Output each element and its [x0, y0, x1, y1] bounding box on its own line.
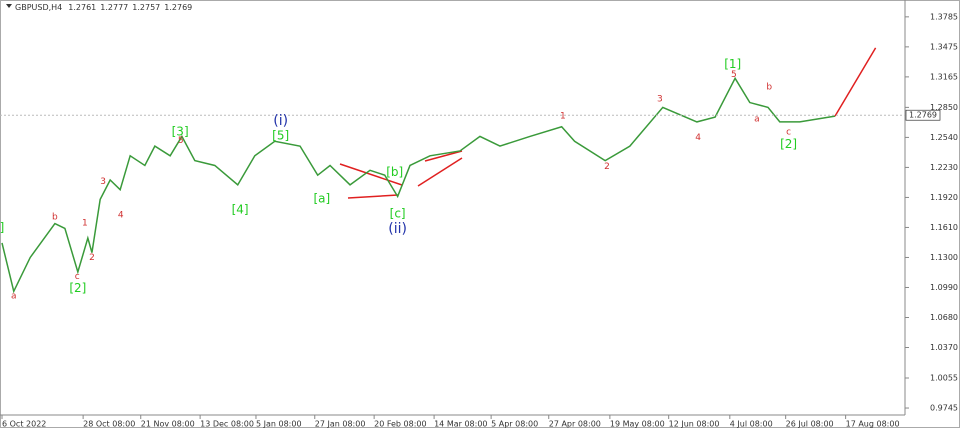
x-tick-label: 20 Feb 08:00: [374, 420, 426, 428]
wave-label: c: [786, 127, 791, 137]
open: 1.2761: [68, 3, 96, 12]
wave-label: 2: [89, 253, 95, 263]
x-tick-label: 13 Dec 08:00: [200, 420, 254, 428]
x-tick-label: 26 Jul 08:00: [786, 420, 834, 428]
x-tick-label: 21 Nov 08:00: [141, 420, 195, 428]
wave-label: 4: [118, 210, 124, 220]
wave-label: 3: [100, 177, 106, 187]
y-tick-label: 1.1300: [930, 253, 958, 262]
x-tick-label: 19 May 08:00: [610, 420, 665, 428]
wave-label: 3: [657, 95, 663, 105]
x-tick-label: 4 Jul 08:00: [730, 420, 773, 428]
trend-line: [347, 194, 399, 199]
y-tick-label: 1.3165: [930, 72, 958, 81]
wave-label: 2: [604, 162, 610, 172]
x-tick-label: 6 Oct 2022: [2, 420, 46, 428]
y-tick-label: 1.2850: [930, 103, 958, 112]
y-tick-label: 1.3785: [930, 12, 958, 21]
y-tick-label: 1.2230: [930, 163, 958, 172]
x-tick-label: 5 Jan 08:00: [256, 420, 302, 428]
trend-lines: [339, 150, 463, 199]
trend-line: [417, 157, 463, 187]
wave-label: [2]: [780, 137, 797, 151]
trend-line: [424, 150, 463, 162]
high: 1.2777: [100, 3, 128, 12]
wave-label: 5: [178, 136, 184, 146]
y-tick-label: 1.1920: [930, 193, 958, 202]
x-tick-label: 14 Mar 08:00: [434, 420, 487, 428]
price-line: [1, 76, 836, 294]
wave-label: a: [754, 114, 760, 124]
y-tick-label: 1.2540: [930, 133, 958, 142]
current-price-label: 1.2769: [909, 111, 937, 120]
wave-label: 1: [560, 111, 566, 121]
x-tick-label: 27 Apr 08:00: [549, 420, 601, 428]
wave-label: a: [11, 292, 17, 302]
low: 1.2757: [132, 3, 160, 12]
x-tick-label: 12 Jun 08:00: [669, 420, 720, 428]
wave-label: 1: [82, 218, 88, 228]
trend-line: [339, 163, 403, 186]
symbol-header: GBPUSD,H4 1.2761 1.2777 1.2757 1.2769: [15, 3, 192, 12]
wave-label: (ii): [388, 221, 407, 237]
wave-label: (i): [273, 113, 288, 129]
x-tick-label: 5 Apr 08:00: [491, 420, 538, 428]
y-tick-label: 1.1610: [930, 223, 958, 232]
y-tick-label: 1.0055: [930, 374, 958, 383]
wave-label: b: [52, 212, 58, 222]
y-tick-label: 0.9745: [930, 404, 958, 413]
y-tick-label: 1.0370: [930, 343, 958, 352]
x-tick-label: 27 Jan 08:00: [315, 420, 366, 428]
wave-label: [2]: [69, 281, 86, 295]
y-tick-label: 1.0680: [930, 313, 958, 322]
x-tick-label: 28 Oct 08:00: [83, 420, 135, 428]
wave-label: c: [75, 272, 80, 282]
wave-label: [1]: [724, 57, 741, 71]
close: 1.2769: [164, 3, 192, 12]
wave-label: 4: [695, 133, 701, 143]
wave-label: [3]: [172, 124, 189, 138]
symbol: GBPUSD,H4: [15, 3, 62, 12]
wave-label: [5]: [272, 128, 289, 142]
wave-label: [b]: [386, 165, 403, 179]
wave-label: [c]: [390, 206, 406, 220]
current-price-box: [905, 109, 941, 121]
y-tick-label: 1.3475: [930, 42, 958, 51]
wave-label: b: [766, 83, 772, 93]
wave-label: [a]: [313, 192, 330, 206]
wave-label: 5: [731, 70, 737, 80]
x-tick-label: 17 Aug 08:00: [846, 420, 900, 428]
wave-label: ]: [0, 221, 4, 235]
wave-label: [4]: [232, 203, 249, 217]
menu-arrow[interactable]: [6, 4, 12, 8]
price-line: [834, 47, 877, 117]
y-tick-label: 1.0990: [930, 283, 958, 292]
